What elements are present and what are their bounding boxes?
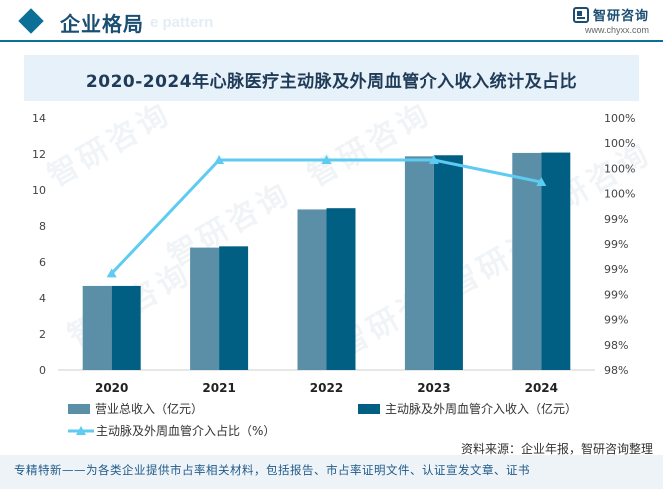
legend-label: 主动脉及外周血管介入收入（亿元） [385, 402, 578, 416]
bar-total-revenue [190, 247, 220, 370]
brand-name: 智研咨询 [592, 9, 649, 24]
left-tick-label: 0 [39, 364, 46, 377]
x-tick-label: 2020 [95, 381, 128, 395]
bar-segment-revenue [326, 208, 356, 370]
bar-series [82, 152, 571, 370]
left-tick-label: 4 [39, 292, 46, 305]
right-tick-label: 100% [604, 137, 635, 150]
share-line-point [428, 155, 439, 164]
bar-total-revenue [512, 152, 542, 370]
chart-title-banner: 2020-2024年心脉医疗主动脉及外周血管介入收入统计及占比 [24, 55, 639, 101]
legend-item-share-line: 主动脉及外周血管介入占比（%） [68, 422, 275, 439]
bar-total-revenue [82, 285, 112, 370]
brand-url: www.chyxx.com [584, 25, 649, 35]
left-tick-label: 10 [32, 184, 46, 197]
bar-total-revenue [404, 156, 434, 370]
right-tick-label: 98% [604, 339, 628, 352]
page-title: 企业格局 [60, 12, 144, 36]
bar-segment-revenue [541, 152, 571, 370]
header-ghost-text: e pattern [150, 14, 214, 31]
right-tick-label: 98% [604, 364, 628, 377]
bar-segment-revenue [219, 246, 249, 370]
share-line-point [214, 155, 225, 164]
right-tick-label: 100% [604, 162, 635, 175]
right-tick-label: 99% [604, 263, 628, 276]
right-tick-label: 99% [604, 288, 628, 301]
header-rule [0, 40, 663, 42]
legend-item-segment-revenue: 主动脉及外周血管介入收入（亿元） [358, 400, 577, 417]
left-tick-label: 2 [39, 328, 46, 341]
right-tick-label: 99% [604, 213, 628, 226]
right-tick-label: 100% [604, 188, 635, 201]
source-note: 资料来源：企业年报，智研咨询整理 [460, 442, 653, 456]
left-tick-label: 8 [39, 220, 46, 233]
right-tick-label: 99% [604, 238, 628, 251]
legend-swatch [68, 403, 90, 414]
legend-swatch [358, 403, 380, 414]
page-header: 企业格局 e pattern 智研咨询 www.chyxx.com [0, 0, 663, 46]
right-tick-label: 100% [604, 112, 635, 125]
left-tick-label: 12 [32, 148, 46, 161]
share-line-point [536, 177, 547, 187]
legend-label: 营业总收入（亿元） [95, 402, 204, 416]
brand-logo-icon [572, 6, 589, 23]
x-tick-label: 2023 [417, 381, 450, 395]
chart-title: 2020-2024年心脉医疗主动脉及外周血管介入收入统计及占比 [85, 72, 578, 92]
x-tick-label: 2021 [202, 381, 235, 395]
x-tick-label: 2024 [525, 381, 558, 395]
legend-item-total-revenue: 营业总收入（亿元） [68, 400, 203, 417]
footer-bar [0, 455, 663, 489]
share-line-point [106, 268, 117, 278]
left-tick-label: 6 [39, 256, 46, 269]
footer-text: 专精特新——为各类企业提供市占率相关材料，包括报告、市占率证明文件、认证宣发文章… [14, 463, 530, 477]
share-line-point [321, 155, 332, 164]
bar-segment-revenue [433, 155, 463, 370]
line-series [106, 155, 547, 278]
bar-segment-revenue [111, 285, 141, 370]
right-tick-label: 99% [604, 314, 628, 327]
left-tick-label: 14 [32, 112, 46, 125]
right-axis: 98% 98% 99% 99% 99% 99% 99% 100% 100% 100% 100% [604, 112, 635, 377]
legend-label: 主动脉及外周血管介入占比（%） [96, 424, 276, 438]
x-tick-label: 2022 [310, 381, 343, 395]
bar-total-revenue [297, 209, 327, 370]
legend-line-swatch [68, 425, 94, 435]
brand: 智研咨询 www.chyxx.com [572, 5, 649, 35]
x-axis-labels: 2020 2021 2022 2023 2024 [95, 381, 558, 395]
